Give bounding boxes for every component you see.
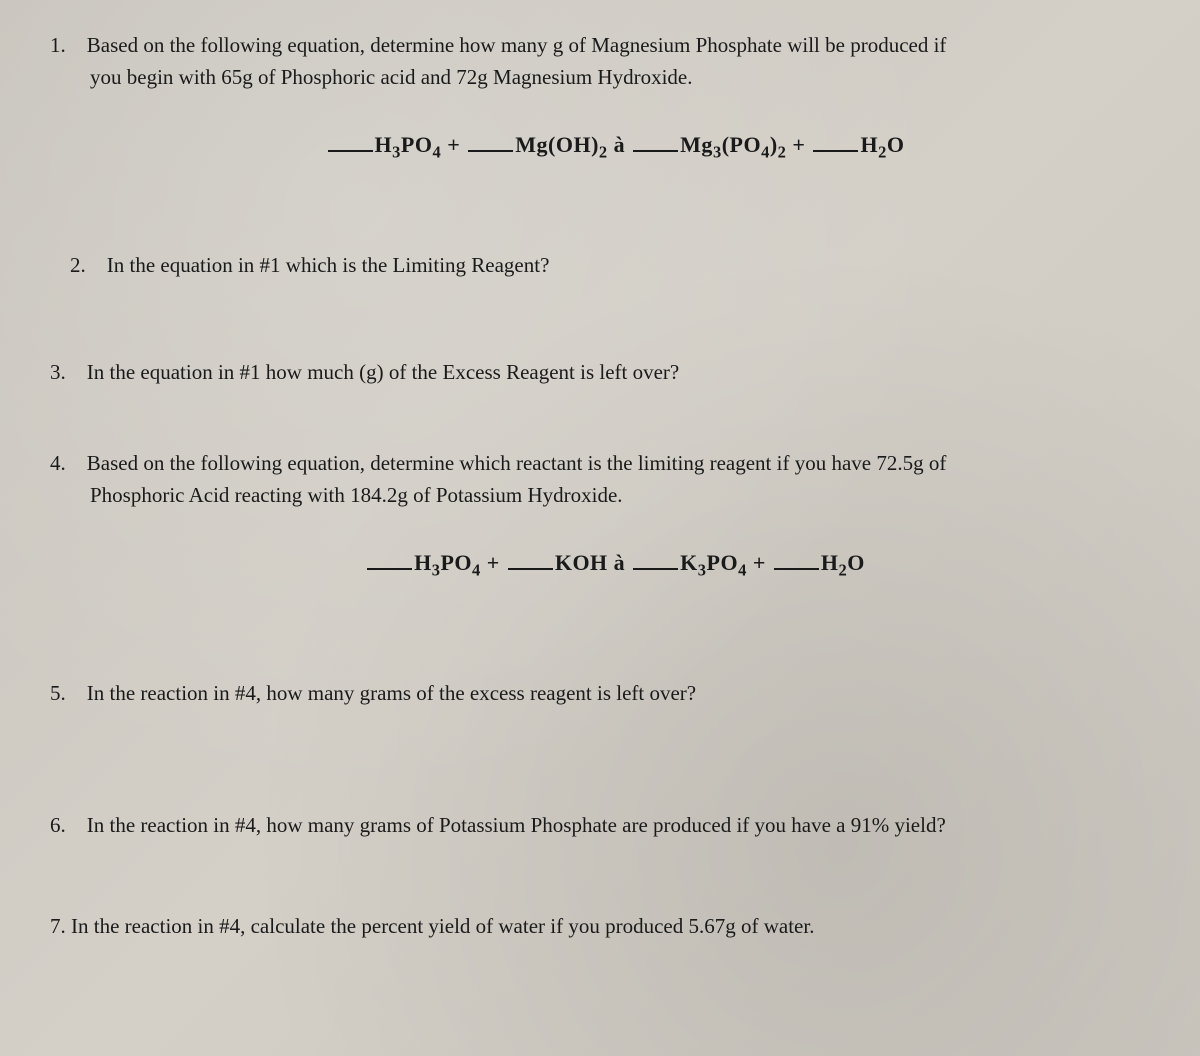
question-2-text: In the equation in #1 which is the Limit… bbox=[107, 253, 550, 277]
equation-2: H3PO4 + KOH à K3PO4 + H2O bbox=[50, 546, 1180, 583]
question-5-text: In the reaction in #4, how many grams of… bbox=[87, 681, 696, 705]
question-5: 5. In the reaction in #4, how many grams… bbox=[50, 678, 1180, 710]
question-number-2: 2. bbox=[70, 253, 86, 277]
question-1-text-line2: you begin with 65g of Phosphoric acid an… bbox=[50, 62, 1180, 94]
question-4-text-line1: Based on the following equation, determi… bbox=[87, 451, 947, 475]
blank-coef bbox=[328, 130, 373, 152]
blank-coef bbox=[633, 130, 678, 152]
blank-coef bbox=[774, 548, 819, 570]
question-6: 6. In the reaction in #4, how many grams… bbox=[50, 810, 1180, 842]
question-7: 7. In the reaction in #4, calculate the … bbox=[50, 911, 1180, 943]
blank-coef bbox=[468, 130, 513, 152]
question-number-1: 1. bbox=[50, 33, 66, 57]
question-1-text-line1: Based on the following equation, determi… bbox=[87, 33, 947, 57]
question-1: 1. Based on the following equation, dete… bbox=[50, 30, 1180, 165]
question-number-3: 3. bbox=[50, 360, 66, 384]
question-number-4: 4. bbox=[50, 451, 66, 475]
question-4: 4. Based on the following equation, dete… bbox=[50, 448, 1180, 583]
question-7-text: In the reaction in #4, calculate the per… bbox=[71, 914, 814, 938]
blank-coef bbox=[813, 130, 858, 152]
blank-coef bbox=[367, 548, 412, 570]
question-6-text: In the reaction in #4, how many grams of… bbox=[87, 813, 946, 837]
question-2: 2. In the equation in #1 which is the Li… bbox=[50, 250, 1180, 282]
question-4-text-line2: Phosphoric Acid reacting with 184.2g of … bbox=[50, 480, 1180, 512]
equation-1: H3PO4 + Mg(OH)2 à Mg3(PO4)2 + H2O bbox=[50, 128, 1180, 165]
question-number-7: 7. bbox=[50, 914, 66, 938]
blank-coef bbox=[508, 548, 553, 570]
question-number-6: 6. bbox=[50, 813, 66, 837]
blank-coef bbox=[633, 548, 678, 570]
question-3: 3. In the equation in #1 how much (g) of… bbox=[50, 357, 1180, 389]
question-3-text: In the equation in #1 how much (g) of th… bbox=[87, 360, 680, 384]
question-number-5: 5. bbox=[50, 681, 66, 705]
